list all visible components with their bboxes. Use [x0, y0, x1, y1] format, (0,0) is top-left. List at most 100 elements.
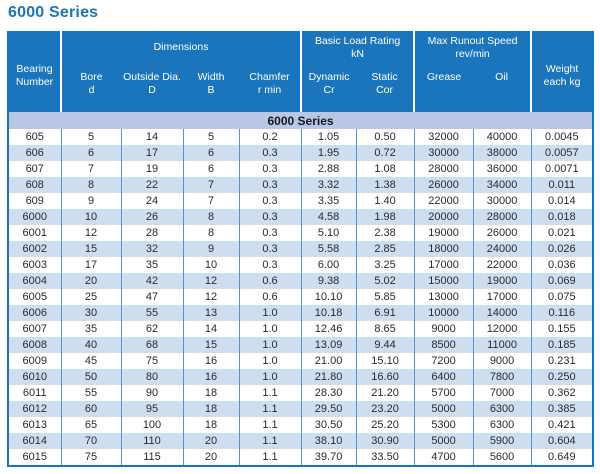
- cell-weight_each_kg: 0.036: [530, 257, 594, 273]
- table-row: 6003 17 35 10 0.3 6.00 3.25 17000 22000 0.036: [8, 257, 594, 273]
- cell-bearing_number: 607: [8, 161, 61, 177]
- cell-oil: 38000: [472, 145, 532, 161]
- cell-oil: 40000: [472, 129, 532, 145]
- header-line: Static: [371, 71, 398, 83]
- col-header-static-cor: Static Cor: [356, 62, 415, 112]
- header-line: Outside Dia.: [123, 71, 181, 83]
- cell-outside_dia: 68: [120, 337, 183, 353]
- cell-dynamic_cr: 4.58: [300, 209, 357, 225]
- cell-chamfer_r_min: 0.3: [238, 193, 302, 209]
- cell-grease: 5300: [413, 417, 474, 433]
- cell-grease: 15000: [413, 273, 474, 289]
- cell-oil: 36000: [472, 161, 532, 177]
- cell-chamfer_r_min: 0.3: [238, 257, 302, 273]
- col-header-chamfer: Chamfer r min: [239, 62, 302, 112]
- cell-static_cor: 1.08: [355, 161, 415, 177]
- cell-dynamic_cr: 10.10: [300, 289, 357, 305]
- cell-outside_dia: 95: [120, 401, 183, 417]
- cell-outside_dia: 24: [120, 193, 183, 209]
- table-row: 607 7 19 6 0.3 2.88 1.08 28000 36000 0.0071: [8, 161, 594, 177]
- cell-oil: 17000: [472, 289, 532, 305]
- cell-chamfer_r_min: 0.3: [238, 209, 302, 225]
- cell-bearing_number: 6004: [8, 273, 61, 289]
- cell-static_cor: 5.02: [355, 273, 415, 289]
- table-row: 606 6 17 6 0.3 1.95 0.72 30000 38000 0.0057: [8, 145, 594, 161]
- cell-bore_d: 40: [60, 337, 121, 353]
- col-header-grease: Grease: [413, 62, 474, 112]
- cell-chamfer_r_min: 1.1: [238, 417, 302, 433]
- cell-bearing_number: 605: [8, 129, 61, 145]
- col-header-weight: Weight each kg: [530, 32, 594, 112]
- cell-bore_d: 5: [60, 129, 121, 145]
- cell-weight_each_kg: 0.155: [530, 321, 594, 337]
- cell-dynamic_cr: 2.88: [300, 161, 357, 177]
- cell-bearing_number: 6009: [8, 353, 61, 369]
- cell-bore_d: 55: [60, 385, 121, 401]
- cell-chamfer_r_min: 0.3: [238, 241, 302, 257]
- header-line: Cr: [323, 83, 335, 96]
- cell-weight_each_kg: 0.231: [530, 353, 594, 369]
- cell-width_b: 12: [182, 289, 239, 305]
- cell-oil: 24000: [472, 241, 532, 257]
- table-row: 6012 60 95 18 1.1 29.50 23.20 5000 6300 0.385: [8, 401, 594, 417]
- cell-oil: 28000: [472, 209, 532, 225]
- cell-outside_dia: 75: [120, 353, 183, 369]
- cell-static_cor: 21.20: [355, 385, 415, 401]
- header-line: each kg: [543, 75, 581, 88]
- cell-grease: 8500: [413, 337, 474, 353]
- cell-bore_d: 12: [60, 225, 121, 241]
- cell-static_cor: 8.65: [355, 321, 415, 337]
- cell-oil: 7000: [472, 385, 532, 401]
- cell-oil: 30000: [472, 193, 532, 209]
- cell-grease: 22000: [413, 193, 474, 209]
- cell-bore_d: 70: [60, 433, 121, 449]
- cell-dynamic_cr: 30.50: [300, 417, 357, 433]
- cell-oil: 11000: [472, 337, 532, 353]
- cell-bore_d: 20: [60, 273, 121, 289]
- cell-width_b: 16: [182, 369, 239, 385]
- cell-width_b: 10: [182, 257, 239, 273]
- group-header-basic-load-rating: Basic Load Rating kN: [300, 32, 415, 62]
- cell-oil: 34000: [472, 177, 532, 193]
- cell-dynamic_cr: 12.46: [300, 321, 357, 337]
- group-header-dimensions: Dimensions: [61, 32, 302, 62]
- cell-static_cor: 33.50: [355, 449, 415, 466]
- cell-oil: 12000: [472, 321, 532, 337]
- table-row: 6010 50 80 16 1.0 21.80 16.60 6400 7800 0.250: [8, 369, 594, 385]
- cell-dynamic_cr: 6.00: [300, 257, 357, 273]
- cell-bearing_number: 6003: [8, 257, 61, 273]
- cell-weight_each_kg: 0.011: [530, 177, 594, 193]
- cell-bearing_number: 6014: [8, 433, 61, 449]
- cell-chamfer_r_min: 0.3: [238, 225, 302, 241]
- cell-oil: 6300: [472, 401, 532, 417]
- col-header-dynamic-cr: Dynamic Cr: [300, 62, 357, 112]
- cell-outside_dia: 17: [120, 145, 183, 161]
- cell-chamfer_r_min: 1.1: [238, 385, 302, 401]
- header-line: Weight: [545, 63, 579, 75]
- cell-width_b: 9: [182, 241, 239, 257]
- header-line: r min: [257, 83, 282, 96]
- cell-grease: 5000: [413, 433, 474, 449]
- header-line: Chamfer: [249, 71, 290, 83]
- cell-grease: 5700: [413, 385, 474, 401]
- cell-outside_dia: 35: [120, 257, 183, 273]
- cell-width_b: 7: [182, 177, 239, 193]
- header-line: B: [207, 83, 215, 96]
- table-row: 6015 75 115 20 1.1 39.70 33.50 4700 5600 0.649: [8, 449, 594, 466]
- cell-outside_dia: 19: [120, 161, 183, 177]
- cell-outside_dia: 28: [120, 225, 183, 241]
- cell-bore_d: 35: [60, 321, 121, 337]
- cell-dynamic_cr: 5.58: [300, 241, 357, 257]
- cell-bore_d: 15: [60, 241, 121, 257]
- cell-oil: 9000: [472, 353, 532, 369]
- cell-oil: 14000: [472, 305, 532, 321]
- cell-bore_d: 30: [60, 305, 121, 321]
- cell-bore_d: 45: [60, 353, 121, 369]
- table-row: 6000 10 26 8 0.3 4.58 1.98 20000 28000 0.018: [8, 209, 594, 225]
- cell-static_cor: 25.20: [355, 417, 415, 433]
- cell-outside_dia: 62: [120, 321, 183, 337]
- col-header-width: Width B: [183, 62, 239, 112]
- cell-width_b: 16: [182, 353, 239, 369]
- cell-grease: 30000: [413, 145, 474, 161]
